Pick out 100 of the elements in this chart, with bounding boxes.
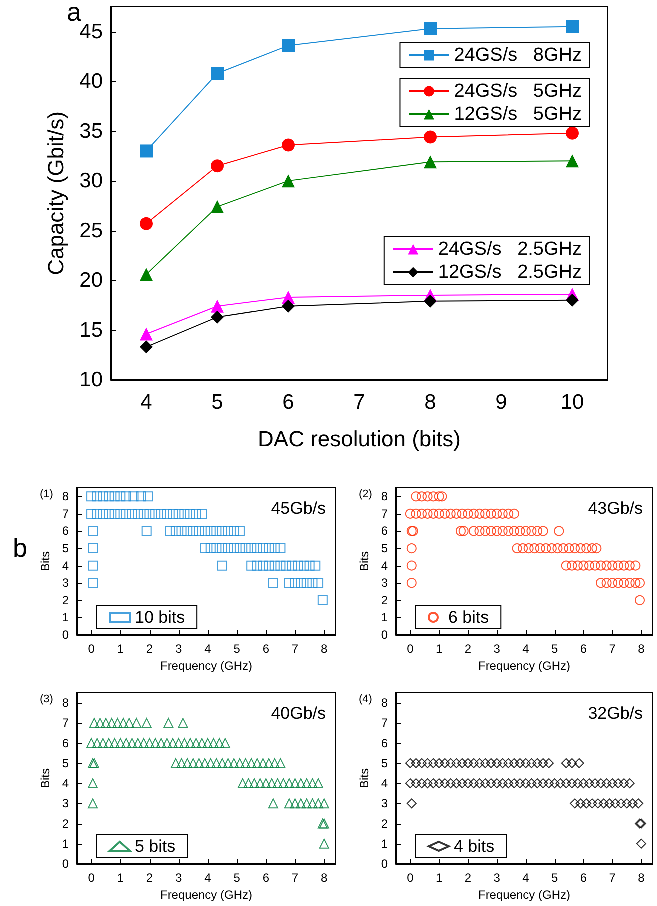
- x-tick-label: 4: [204, 642, 212, 656]
- x-tick-label: 7: [609, 871, 616, 885]
- point: [140, 217, 153, 230]
- y-tick-label: 40: [80, 70, 103, 94]
- legend-label: 6 bits: [448, 608, 490, 627]
- x-axis-title: Frequency (GHz): [478, 888, 571, 902]
- x-tick-label: 7: [292, 871, 299, 885]
- x-tick-label: 2: [464, 871, 472, 885]
- y-tick-label: 7: [381, 716, 388, 730]
- y-tick-label: 30: [80, 170, 103, 193]
- y-tick-label: 0: [381, 857, 388, 871]
- point: [566, 294, 579, 307]
- y-axis-title: Bits: [38, 551, 52, 572]
- y-tick-label: 5: [381, 542, 388, 556]
- y-tick-label: 45: [80, 20, 103, 44]
- y-tick-label: 6: [381, 736, 388, 750]
- legend-label: 24GS/s 8GHz: [454, 45, 582, 66]
- y-tick-label: 2: [62, 593, 70, 608]
- point: [140, 340, 153, 354]
- y-axis-title: Capacity (Gbit/s): [44, 112, 68, 276]
- y-tick-label: 1: [381, 610, 388, 625]
- x-tick-label: 3: [176, 871, 183, 885]
- x-tick-label: 7: [609, 642, 616, 656]
- y-tick-label: 5: [62, 756, 70, 770]
- y-tick-label: 3: [62, 796, 70, 811]
- x-tick-label: 1: [117, 871, 124, 885]
- x-tick-label: 6: [262, 871, 270, 885]
- legend-label: 10 bits: [135, 608, 186, 627]
- x-axis-title: Frequency (GHz): [160, 888, 253, 902]
- y-tick-label: 7: [381, 506, 388, 521]
- x-tick-label: 5: [234, 642, 241, 656]
- x-tick-label: 1: [436, 642, 443, 656]
- annotation: 32Gb/s: [588, 704, 643, 723]
- x-tick-label: 8: [321, 871, 328, 885]
- x-tick-label: 8: [638, 642, 646, 656]
- y-tick-label: 35: [80, 120, 103, 143]
- x-tick-label: 6: [580, 871, 588, 885]
- y-tick-label: 8: [62, 490, 70, 504]
- legend-label: 4 bits: [454, 837, 495, 856]
- x-tick-label: 0: [407, 642, 414, 656]
- x-axis-title: Frequency (GHz): [160, 658, 253, 673]
- chart-subtitle: (2): [359, 488, 372, 500]
- point: [424, 294, 437, 308]
- chart-title: a: [67, 0, 82, 27]
- x-tick-label: 7: [354, 391, 366, 414]
- x-axis-title: Frequency (GHz): [478, 658, 571, 673]
- point: [424, 130, 437, 144]
- x-tick-label: 6: [580, 642, 588, 656]
- legend-label: 24GS/s 2.5GHz: [438, 239, 582, 260]
- y-tick-label: 15: [80, 318, 103, 342]
- y-tick-label: 7: [62, 716, 70, 730]
- point: [140, 268, 153, 282]
- x-tick-label: 8: [638, 871, 646, 885]
- y-tick-label: 6: [62, 524, 70, 538]
- x-tick-label: 3: [494, 642, 501, 656]
- x-axis-title: DAC resolution (bits): [258, 426, 461, 452]
- point: [211, 160, 224, 173]
- x-tick-label: 6: [262, 642, 270, 656]
- point: [566, 154, 579, 168]
- point: [566, 126, 579, 140]
- point: [282, 174, 295, 188]
- x-tick-label: 4: [522, 871, 530, 885]
- y-tick-label: 0: [62, 857, 70, 871]
- y-tick-label: 2: [381, 816, 388, 831]
- x-tick-label: 8: [424, 391, 436, 414]
- y-tick-label: 7: [62, 506, 70, 521]
- y-tick-label: 6: [381, 524, 388, 538]
- x-tick-label: 2: [146, 871, 154, 885]
- x-tick-label: 7: [292, 642, 299, 656]
- y-tick-label: 4: [381, 776, 388, 791]
- y-axis-title: Bits: [357, 768, 372, 789]
- chart-subtitle: (4): [359, 694, 372, 706]
- x-tick-label: 2: [464, 642, 472, 656]
- x-tick-label: 4: [204, 871, 212, 885]
- y-tick-label: 5: [62, 542, 70, 556]
- x-tick-label: 1: [436, 871, 443, 885]
- legend-label: 5 bits: [135, 837, 176, 856]
- x-tick-label: 3: [176, 642, 183, 656]
- point: [424, 156, 437, 169]
- text: b: [13, 533, 28, 563]
- x-tick-label: 10: [560, 391, 584, 414]
- point: [282, 300, 295, 313]
- point: [566, 20, 579, 34]
- point: [211, 310, 224, 324]
- y-tick-label: 10: [80, 368, 103, 392]
- y-tick-label: 6: [62, 736, 70, 750]
- annotation: 45Gb/s: [271, 499, 326, 518]
- legend-label: 12GS/s 2.5GHz: [438, 262, 582, 283]
- x-tick-label: 4: [140, 391, 153, 414]
- x-tick-label: 5: [551, 642, 558, 656]
- y-tick-label: 8: [381, 696, 388, 710]
- point: [140, 144, 153, 158]
- y-tick-label: 3: [62, 576, 70, 590]
- y-axis-title: Bits: [38, 768, 52, 789]
- point: [424, 22, 437, 36]
- y-tick-label: 1: [62, 836, 70, 851]
- x-tick-label: 8: [321, 642, 328, 656]
- y-tick-label: 1: [381, 836, 388, 851]
- point: [211, 200, 224, 214]
- x-tick-label: 4: [522, 642, 530, 656]
